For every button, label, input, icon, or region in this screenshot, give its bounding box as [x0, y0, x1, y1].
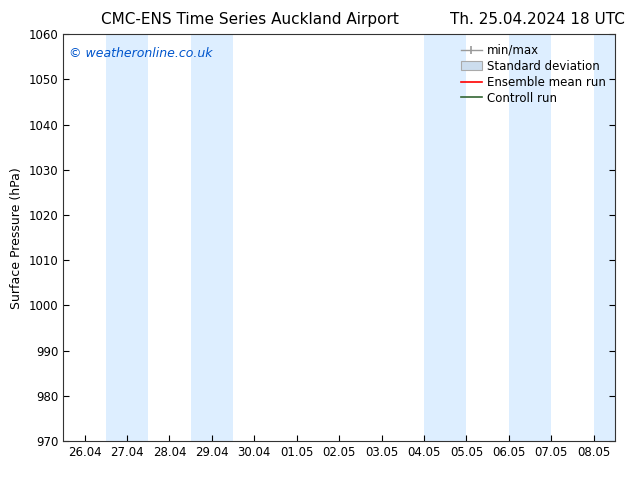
Text: CMC-ENS Time Series Auckland Airport: CMC-ENS Time Series Auckland Airport [101, 12, 399, 27]
Y-axis label: Surface Pressure (hPa): Surface Pressure (hPa) [10, 167, 23, 309]
Bar [594, 34, 615, 441]
Bar [106, 34, 148, 441]
Bar [424, 34, 467, 441]
Text: © weatheronline.co.uk: © weatheronline.co.uk [69, 47, 212, 59]
Bar [509, 34, 552, 441]
Legend: min/max, Standard deviation, Ensemble mean run, Controll run: min/max, Standard deviation, Ensemble me… [457, 40, 609, 108]
Bar [191, 34, 233, 441]
Text: Th. 25.04.2024 18 UTC: Th. 25.04.2024 18 UTC [450, 12, 625, 27]
